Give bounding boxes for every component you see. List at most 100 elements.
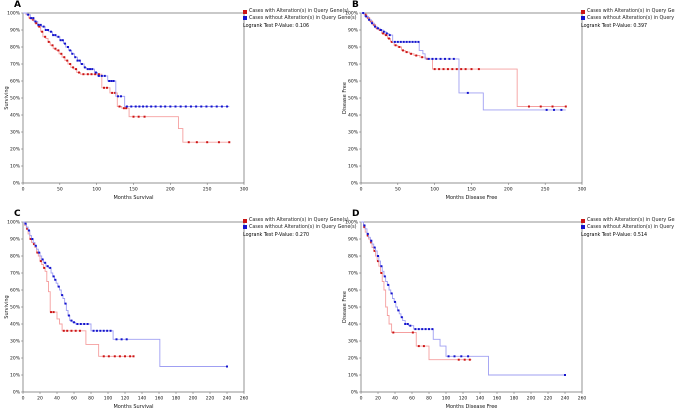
censor-mark bbox=[52, 275, 55, 278]
plot-border bbox=[360, 12, 583, 184]
censor-mark bbox=[92, 329, 95, 332]
censor-mark bbox=[94, 71, 97, 74]
censor-mark bbox=[110, 80, 113, 82]
censor-mark bbox=[27, 229, 30, 232]
censor-mark bbox=[41, 258, 44, 261]
censor-mark bbox=[460, 355, 463, 358]
censor-mark bbox=[164, 105, 167, 108]
x-axis-title: Months Survival bbox=[113, 195, 153, 201]
legend-with-label: Cases with Alteration(s) in Query Gene(s… bbox=[249, 218, 349, 223]
censor-mark bbox=[90, 73, 93, 76]
censor-mark bbox=[435, 57, 438, 60]
censor-mark bbox=[370, 241, 373, 244]
censor-mark bbox=[125, 338, 128, 341]
censor-mark bbox=[39, 23, 42, 26]
y-tick-label: 0% bbox=[13, 390, 21, 396]
censor-mark bbox=[51, 44, 54, 47]
censor-mark bbox=[467, 355, 470, 358]
censor-mark bbox=[132, 355, 135, 358]
x-tick-label: 150 bbox=[129, 187, 138, 193]
y-tick-label: 10% bbox=[10, 373, 21, 379]
censor-mark bbox=[464, 68, 467, 71]
censor-mark bbox=[105, 86, 108, 89]
legend-row-with: Cases with Alteration(s) in Query Gene(s… bbox=[243, 9, 349, 15]
censor-mark bbox=[405, 40, 408, 43]
censor-mark bbox=[69, 49, 72, 52]
censor-mark bbox=[448, 57, 451, 60]
legend-row-with: Cases with Alteration(s) in Query Gene(s… bbox=[243, 218, 349, 224]
legend-d: Cases with Alteration(s) in Query Gene(s… bbox=[581, 218, 675, 238]
censor-mark bbox=[220, 105, 223, 108]
censor-mark bbox=[417, 40, 420, 43]
censor-mark bbox=[406, 323, 409, 325]
censor-mark bbox=[422, 345, 425, 348]
censor-mark bbox=[95, 329, 98, 332]
censor-mark bbox=[379, 29, 382, 31]
censor-mark bbox=[143, 115, 146, 118]
censor-mark bbox=[408, 40, 411, 43]
censor-mark bbox=[82, 73, 85, 76]
km-plot-b: 0% 10% 20% 30% 40% 50% 60% 70% 80% 90% 100% 0 50 100 1… bbox=[342, 11, 586, 201]
censor-mark bbox=[117, 95, 120, 98]
censor-mark bbox=[38, 25, 41, 28]
with-alterations-swatch-icon bbox=[581, 9, 585, 14]
censor-mark bbox=[150, 105, 153, 108]
legend-a: Cases with Alteration(s) in Query Gene(s… bbox=[243, 9, 357, 29]
x-tick-label: 100 bbox=[104, 396, 113, 402]
censor-mark bbox=[401, 49, 404, 52]
censor-mark bbox=[132, 115, 135, 118]
logrank-pvalue: Logrank Test P-Value: 0.397 bbox=[581, 24, 648, 29]
censor-mark bbox=[61, 294, 64, 297]
censor-mark bbox=[545, 108, 548, 111]
plot-border bbox=[360, 221, 583, 393]
y-axis-title: Surviving bbox=[4, 295, 10, 318]
censor-mark bbox=[452, 57, 455, 60]
censor-mark bbox=[373, 249, 376, 252]
censor-mark bbox=[368, 18, 371, 21]
y-tick-label: 90% bbox=[348, 237, 359, 243]
censor-mark bbox=[451, 68, 454, 71]
y-tick-label: 0% bbox=[351, 181, 359, 187]
censor-mark bbox=[447, 355, 450, 358]
y-tick-label: 30% bbox=[348, 130, 359, 136]
censor-mark bbox=[50, 311, 53, 314]
censor-mark bbox=[405, 51, 408, 54]
x-tick-label: 200 bbox=[189, 396, 198, 402]
censor-mark bbox=[366, 234, 369, 237]
censor-mark bbox=[57, 285, 60, 288]
censor-mark bbox=[377, 255, 379, 257]
censor-mark bbox=[414, 40, 417, 43]
censor-mark bbox=[62, 329, 65, 332]
censor-mark bbox=[111, 91, 114, 94]
y-tick-label: 10% bbox=[348, 373, 359, 379]
censor-mark bbox=[66, 59, 69, 62]
censor-mark bbox=[174, 105, 177, 108]
censor-mark bbox=[455, 68, 458, 71]
censor-mark bbox=[54, 278, 57, 281]
censor-mark bbox=[397, 309, 400, 312]
censor-mark bbox=[86, 73, 89, 76]
censor-mark bbox=[78, 59, 81, 62]
censor-mark bbox=[103, 86, 106, 89]
censor-mark bbox=[363, 224, 366, 227]
censor-mark bbox=[154, 105, 157, 108]
censor-mark bbox=[122, 107, 125, 110]
censor-mark bbox=[112, 80, 115, 82]
panel-b: 0% 10% 20% 30% 40% 50% 60% 70% 80% 90% 100% 0 50 100 1… bbox=[339, 0, 675, 209]
censor-mark bbox=[89, 68, 92, 71]
censor-mark bbox=[414, 328, 417, 331]
censor-mark bbox=[97, 73, 100, 76]
censor-mark bbox=[377, 260, 379, 263]
x-tick-label: 80 bbox=[426, 396, 432, 402]
y-tick-label: 80% bbox=[348, 254, 359, 260]
censor-mark bbox=[109, 329, 112, 332]
censor-mark bbox=[411, 331, 414, 334]
censor-mark bbox=[226, 105, 229, 108]
censor-mark bbox=[32, 18, 35, 21]
x-tick-label: 120 bbox=[459, 396, 468, 402]
censor-mark bbox=[217, 141, 220, 144]
censor-mark bbox=[24, 222, 27, 225]
panel-d: 0% 10% 20% 30% 40% 50% 60% 70% 80% 90% 100% 0 20 40 60… bbox=[339, 209, 675, 418]
censor-mark bbox=[77, 71, 80, 74]
censor-mark bbox=[44, 29, 47, 31]
